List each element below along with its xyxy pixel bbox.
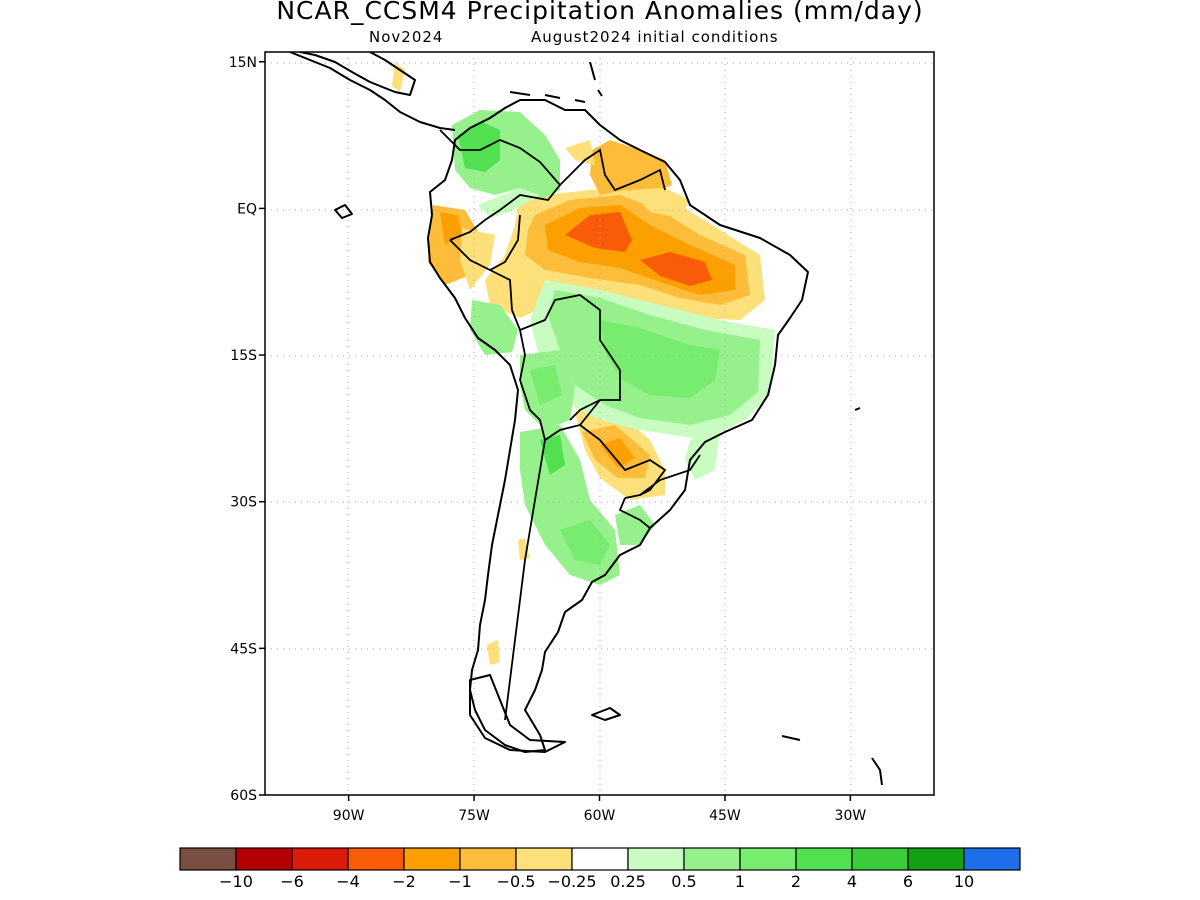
colorbar-swatch bbox=[235, 847, 293, 871]
colorbar-label: 1 bbox=[735, 872, 745, 891]
south-georgia bbox=[781, 735, 801, 741]
longitude-axis: 90W 75W 60W 45W 30W bbox=[333, 795, 867, 824]
central-america-coast bbox=[289, 52, 456, 131]
anomaly-wet-argentina-core bbox=[540, 435, 565, 475]
lat-tick-label: 30S bbox=[230, 495, 257, 511]
colorbar-label: −10 bbox=[219, 872, 253, 891]
lat-tick-label: 15S bbox=[230, 348, 257, 364]
colorbar-swatch bbox=[963, 847, 1021, 871]
anomaly-shading bbox=[392, 62, 775, 665]
anomaly-dry-amazon-max-east bbox=[640, 252, 712, 286]
colorbar-label: 4 bbox=[847, 872, 857, 891]
colorbar-label: −0.25 bbox=[547, 872, 596, 891]
lat-tick-label: 45S bbox=[230, 641, 257, 657]
anomaly-wet-colombia-core bbox=[458, 122, 500, 172]
colorbar: −10 −6 −4 −2 −1 −0.5 −0.25 0.25 0.5 1 2 4 6 10 bbox=[179, 847, 1021, 891]
colorbar-label: 10 bbox=[954, 872, 974, 891]
anomaly-wet-se-brazil bbox=[685, 430, 720, 480]
lon-tick-label: 60W bbox=[584, 808, 616, 824]
anomaly-dry-peru-lt bbox=[460, 228, 495, 290]
anomaly-dry-amazon-max-west bbox=[565, 212, 632, 252]
lat-tick-label: EQ bbox=[237, 201, 257, 217]
lon-tick-label: 45W bbox=[709, 808, 741, 824]
anomaly-wet-brazil-core bbox=[600, 320, 720, 398]
colorbar-label: −1 bbox=[448, 872, 472, 891]
lon-tick-label: 75W bbox=[458, 808, 490, 824]
colorbar-swatch bbox=[459, 847, 517, 871]
colorbar-swatch bbox=[571, 847, 629, 871]
colorbar-label: −2 bbox=[392, 872, 416, 891]
colorbar-swatch bbox=[739, 847, 797, 871]
colorbar-label: 0.25 bbox=[610, 872, 646, 891]
sandwich-islands bbox=[871, 757, 883, 786]
map-title: NCAR_CCSM4 Precipitation Anomalies (mm/d… bbox=[276, 0, 924, 25]
initial-conditions: August2024 initial conditions bbox=[531, 28, 779, 46]
galapagos bbox=[334, 204, 353, 219]
anomaly-wet-argentina-mid bbox=[560, 520, 610, 565]
map-plot-area bbox=[265, 52, 934, 795]
colorbar-swatch bbox=[907, 847, 965, 871]
falklands bbox=[591, 707, 621, 721]
colorbar-swatch bbox=[403, 847, 461, 871]
anomaly-dry-paraguay-inner bbox=[600, 438, 635, 468]
south-america-coast bbox=[427, 99, 809, 753]
lon-tick-label: 30W bbox=[835, 808, 867, 824]
colorbar-swatch bbox=[179, 847, 237, 871]
colorbar-swatch bbox=[683, 847, 741, 871]
colorbar-swatch bbox=[347, 847, 405, 871]
anomaly-dry-guianas-lt bbox=[565, 140, 690, 218]
colorbar-swatch bbox=[627, 847, 685, 871]
tierra-del-fuego bbox=[469, 674, 566, 753]
colorbar-label: −4 bbox=[336, 872, 360, 891]
latitude-axis: 15N EQ 15S 30S 45S 60S bbox=[229, 55, 265, 804]
trindade bbox=[854, 407, 861, 411]
colorbar-label: 6 bbox=[903, 872, 913, 891]
lat-tick-label: 15N bbox=[229, 55, 257, 71]
colorbar-swatch bbox=[515, 847, 573, 871]
anomaly-wet-bolivia-core bbox=[530, 365, 562, 405]
anomaly-dry-guianas bbox=[590, 140, 672, 195]
colorbar-label: 2 bbox=[791, 872, 801, 891]
lat-tick-label: 60S bbox=[230, 788, 257, 804]
colorbar-swatch bbox=[795, 847, 853, 871]
colorbar-swatch bbox=[291, 847, 349, 871]
colorbar-swatch bbox=[851, 847, 909, 871]
caribbean-islands bbox=[509, 61, 603, 103]
colorbar-label: −6 bbox=[280, 872, 304, 891]
forecast-month: Nov2024 bbox=[369, 28, 444, 46]
country-borders bbox=[439, 129, 701, 721]
lon-tick-label: 90W bbox=[333, 808, 365, 824]
colorbar-label: −0.5 bbox=[497, 872, 536, 891]
coastlines bbox=[289, 52, 883, 786]
colorbar-label: 0.5 bbox=[671, 872, 696, 891]
